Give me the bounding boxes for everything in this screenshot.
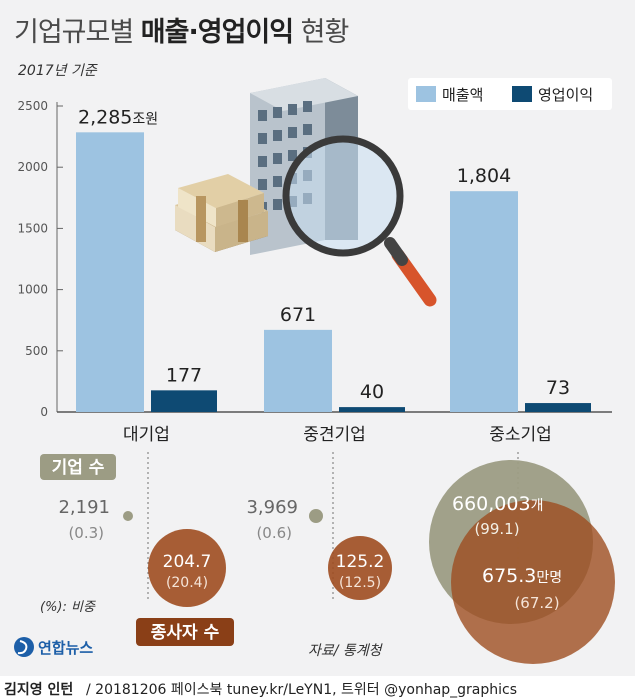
firm-count-label: 3,969	[246, 497, 298, 518]
legend-swatch-sales	[416, 86, 436, 102]
magnifier-illustration	[282, 135, 437, 307]
category-label: 중소기업	[489, 425, 552, 445]
unit-label: 조원	[132, 111, 158, 127]
category-labels: 대기업 중견기업 중소기업	[123, 425, 552, 445]
bar-series: 2,285조원 177 671 40 1,804 73	[76, 106, 591, 413]
data-label-profit: 73	[546, 377, 570, 399]
tag-worker-count: 종사자 수	[136, 618, 234, 646]
share-note: (%): 비중	[40, 600, 96, 615]
y-tick-label: 1000	[17, 283, 48, 297]
data-label-sales: 2,285조원	[78, 106, 158, 128]
yonhap-logo: 연합뉴스	[14, 637, 93, 657]
tag-worker-count-label: 종사자 수	[151, 623, 220, 643]
credit-line: 김지영 인턴 / 20181206 페이스북 tuney.kr/LeYN1, 트…	[0, 676, 635, 700]
legend-label-sales: 매출액	[442, 86, 484, 104]
firm-count-unit: 개	[531, 498, 544, 514]
chart-subtitle: 2017년 기준	[18, 63, 97, 79]
y-tick-label: 2000	[17, 160, 48, 174]
worker-count-label: 125.2	[336, 552, 385, 572]
worker-share-label: (12.5)	[339, 575, 381, 591]
chart-canvas: 0 500 1000 1500 2000 2500 2,285조원 177 671 40 1,80…	[14, 78, 615, 664]
logo-text: 연합뉴스	[38, 639, 93, 657]
bar-profit	[151, 390, 217, 412]
bar-sales	[450, 191, 518, 412]
legend-label-profit: 영업이익	[538, 86, 594, 104]
tag-firm-count-bg	[40, 454, 116, 480]
firm-share-label: (0.6)	[256, 524, 292, 542]
worker-share-label-large: (67.2)	[514, 594, 559, 612]
bubble-firm-count	[123, 511, 133, 521]
bar-profit	[525, 403, 591, 412]
money-stack-illustration	[175, 174, 268, 252]
worker-count-label: 204.7	[163, 552, 212, 572]
y-axis: 0 500 1000 1500 2000 2500	[17, 99, 612, 419]
title-part-1: 기업규모별	[14, 17, 141, 48]
firm-share-label: (0.3)	[68, 524, 104, 542]
data-label-sales: 1,804	[457, 165, 511, 187]
legend-swatch-profit	[512, 86, 532, 102]
y-tick-label: 0	[40, 405, 48, 419]
chart-legend: 매출액 영업이익	[408, 78, 612, 110]
title-part-2: 현황	[293, 17, 350, 48]
source-note: 자료/ 통계청	[308, 643, 384, 659]
tag-worker-count-bg	[136, 618, 234, 646]
firm-share-label-large: (99.1)	[474, 520, 519, 538]
y-tick-label: 2500	[17, 99, 48, 113]
credit-details: / 20181206 페이스북 tuney.kr/LeYN1, 트위터 @yon…	[86, 682, 518, 698]
title-part-bold: 매출·영업이익	[140, 17, 294, 48]
tag-firm-count-label: 기업 수	[52, 458, 105, 478]
bubble-worker-count-large	[451, 500, 615, 664]
bar-sales	[264, 329, 332, 412]
page-title: 기업규모별 매출·영업이익 현황	[14, 10, 350, 49]
firm-count-label: 2,191	[58, 497, 110, 518]
data-label-profit: 40	[360, 381, 384, 403]
bar-sales	[76, 132, 144, 413]
tag-firm-count: 기업 수	[40, 454, 116, 480]
bubble-worker-count	[148, 529, 226, 607]
bar-profit	[339, 407, 405, 412]
data-label-profit: 177	[166, 364, 202, 386]
y-tick-label: 1500	[17, 221, 48, 235]
worker-count-unit: 만명	[536, 570, 562, 586]
category-label: 중견기업	[303, 425, 366, 445]
bubble-worker-count	[328, 536, 392, 600]
firm-count-label-large: 660,003개	[452, 493, 543, 515]
y-tick-label: 500	[25, 344, 48, 358]
credit-author: 김지영 인턴	[4, 682, 74, 698]
data-label-sales: 671	[280, 304, 316, 326]
bubble-firm-count	[309, 509, 323, 523]
worker-count-label-large: 675.3만명	[482, 565, 562, 587]
category-label: 대기업	[123, 425, 170, 445]
worker-share-label: (20.4)	[166, 575, 208, 591]
